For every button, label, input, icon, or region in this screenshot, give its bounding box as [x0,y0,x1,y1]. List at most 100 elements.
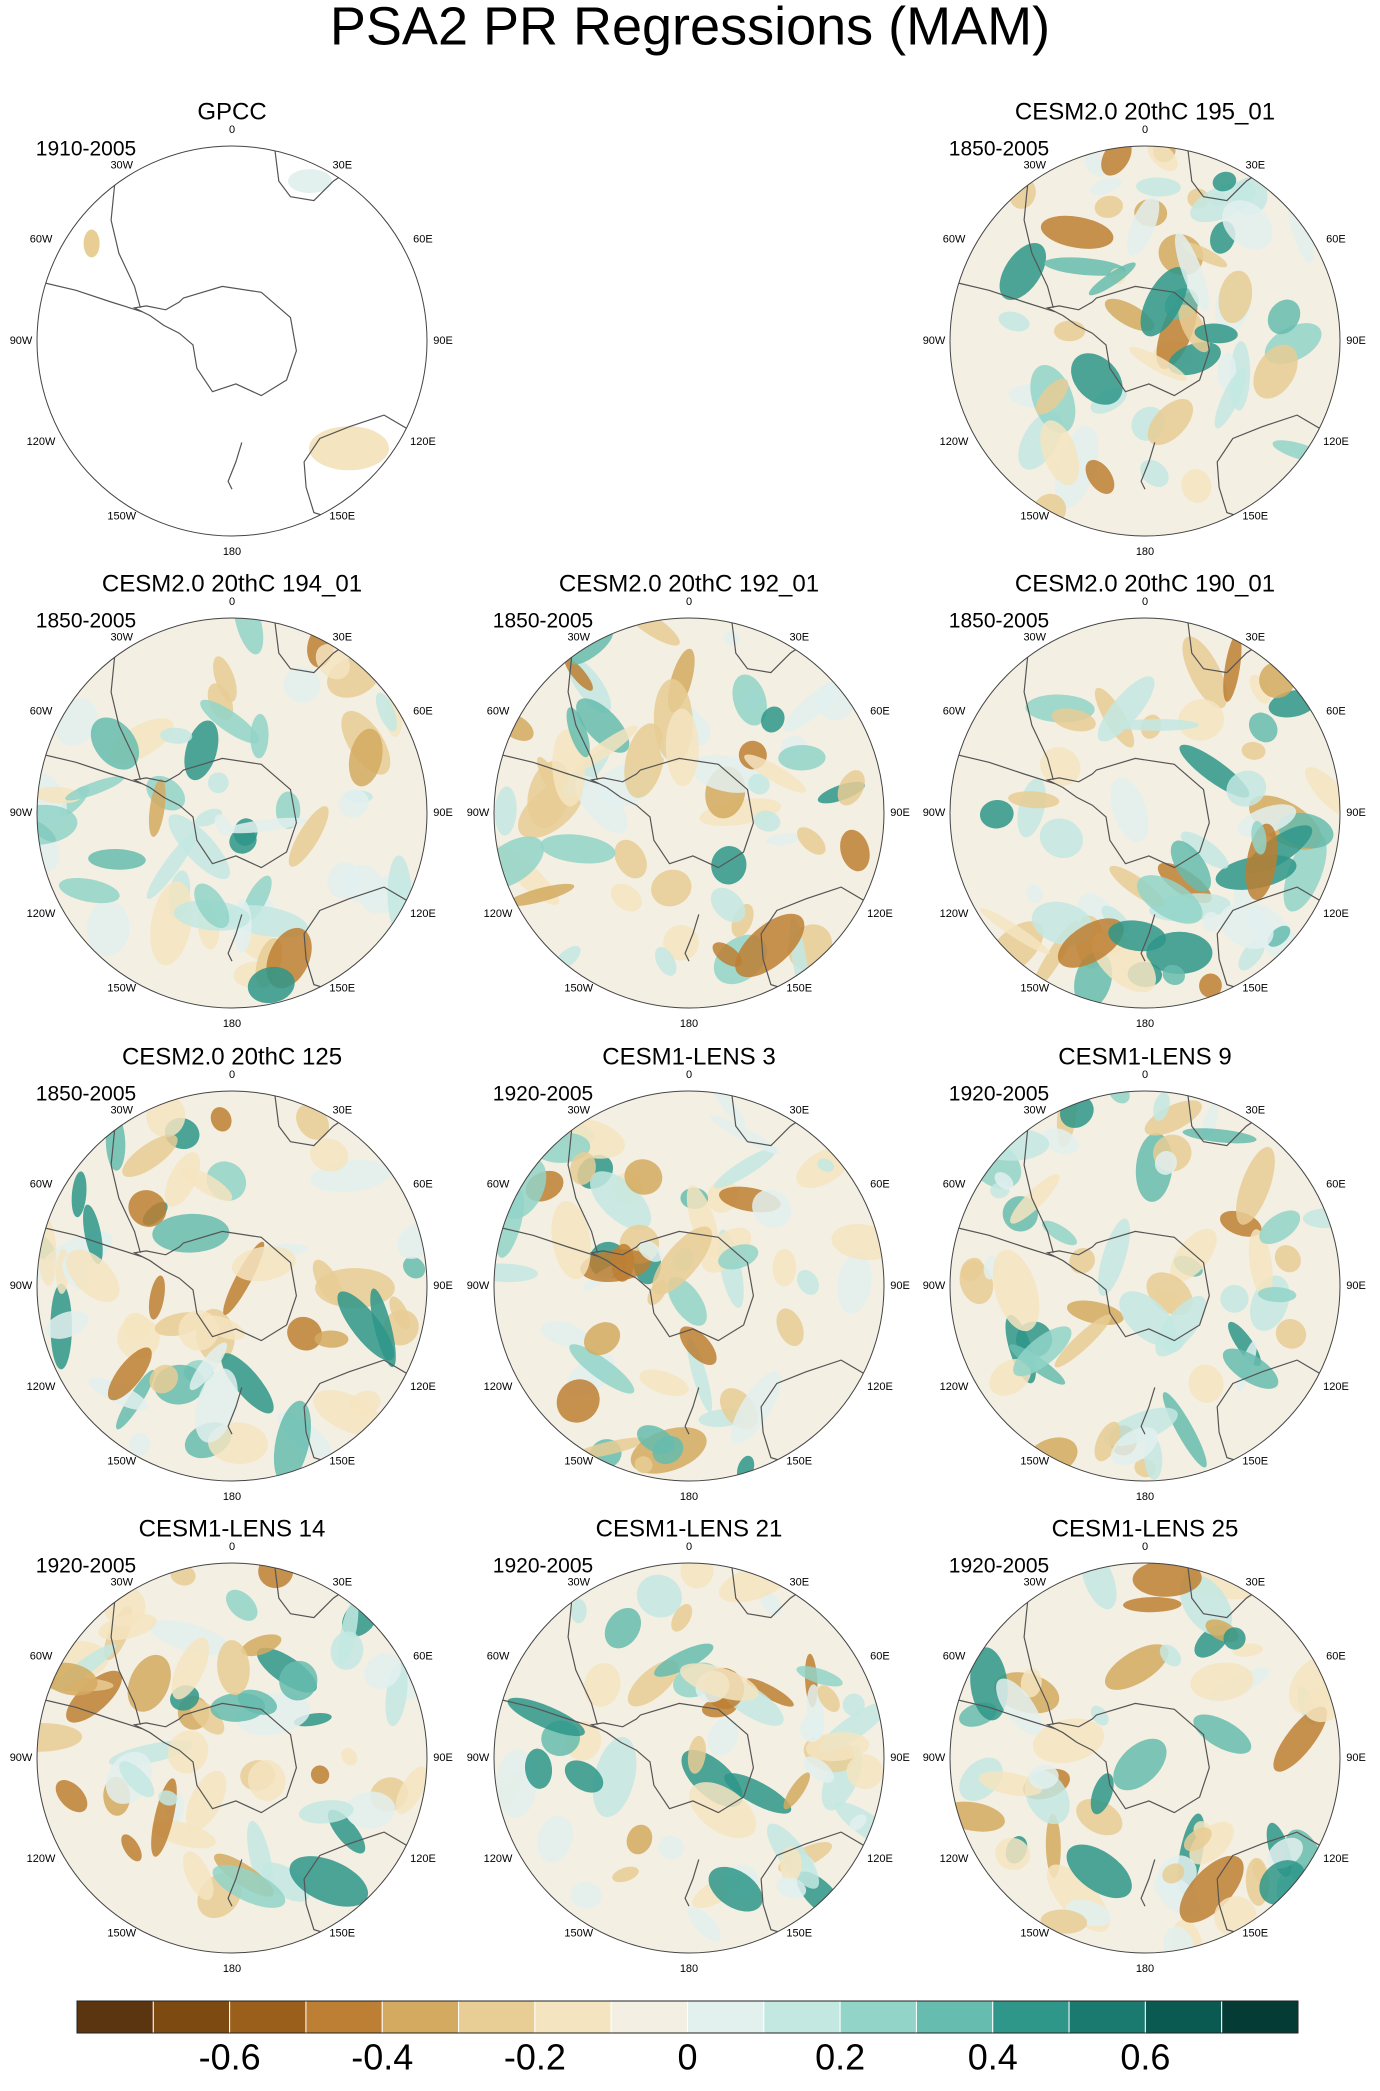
field-blob [796,827,826,855]
field-blob [37,1723,83,1752]
field-blob [1044,257,1126,276]
field-blob [834,1801,884,1851]
lon-label: 120E [867,1853,893,1865]
panel-title: CESM1-LENS 25 [1052,1515,1239,1542]
field-blob [90,717,140,770]
lon-label: 0 [229,1541,235,1553]
field-blob [796,1269,820,1295]
coastline [42,281,143,313]
field-blob [551,1200,591,1280]
field-blob [525,1748,553,1789]
lon-label: 30W [567,632,590,644]
field-blob [241,1634,282,1657]
field-blob [760,1591,782,1616]
lon-label: 150E [329,510,355,522]
field-blob [1180,831,1229,869]
coastline [42,1226,143,1258]
colorbar-tick-label: 0.2 [815,2037,865,2078]
lon-label: 90W [923,335,946,347]
field-blob [149,1620,231,1656]
colorbar-tick-label: 0 [677,2037,697,2078]
map-border [493,617,885,1009]
field-blob [1140,267,1188,337]
field-blob [663,924,699,961]
field-blob [1026,884,1043,904]
lon-label: 30E [789,1577,809,1589]
field-blob [979,799,1014,829]
field-blob [119,1761,155,1798]
lon-label: 30W [110,160,133,172]
field-blob [687,1735,706,1774]
colorbar-tick-label: -0.2 [504,2037,566,2078]
field-blob [182,1851,214,1900]
lon-label: 30W [110,1577,133,1589]
panel-title: GPCC [197,98,266,125]
field-blob [1223,1627,1246,1650]
lon-label: 120E [410,1853,436,1865]
field-blob [213,656,237,702]
lon-label: 120E [1323,436,1349,448]
field-blob [83,229,100,258]
field-blob [403,1256,426,1279]
field-blob [229,827,257,854]
field-blob [803,1756,834,1783]
colorbar-box [687,2000,765,2034]
figure-title: PSA2 PR Regressions (MAM) [330,0,1050,56]
coastline [499,753,600,785]
lon-label: 150E [786,982,812,994]
field-blob [590,1171,652,1230]
lon-label: 30E [332,1105,352,1117]
lon-label: 150W [1020,1927,1049,1939]
field-blob [783,1772,811,1810]
field-blob [556,1379,600,1423]
field-blob [840,829,870,872]
field-blob [148,778,166,837]
coastline [274,1566,346,1619]
colorbar-box [76,2000,154,2034]
lon-label: 30W [1023,1105,1046,1117]
lon-label: 120E [867,1381,893,1393]
coastline [227,1387,243,1435]
colorbar-box [763,2000,841,2034]
lon-label: 150W [1020,1455,1049,1467]
field-blob [342,864,383,903]
field-blob [573,725,638,772]
field-blob [570,1598,587,1624]
field-blob [652,1226,713,1295]
field-blob [370,1288,396,1368]
field-blob [217,1640,250,1696]
coastline [567,653,598,781]
lon-label: 60E [870,706,890,718]
field-blob [341,1747,358,1766]
field-blob [45,1310,89,1339]
field-blob [980,908,1050,955]
field-blob [604,1607,642,1649]
field-blob [494,1263,539,1283]
lon-label: 180 [223,1963,241,1975]
lon-label: 150W [564,982,593,994]
field-blob [1040,747,1081,786]
lon-label: 60E [413,1179,433,1191]
coastline [1187,1566,1259,1619]
field-blob [842,1693,865,1717]
colorbar-box [305,2000,383,2034]
field-blob [149,1364,179,1394]
field-blob [273,1400,311,1481]
field-blob [540,1321,589,1348]
field-blob [654,947,677,976]
lon-label: 120E [410,436,436,448]
field-blob [1153,1092,1170,1121]
lon-label: 90E [433,807,453,819]
lon-label: 120W [27,436,56,448]
field-blob [583,1322,621,1356]
field-blob [165,1152,201,1207]
lon-label: 30W [110,1105,133,1117]
map [494,1091,884,1481]
lon-label: 90W [10,1280,33,1292]
map-border [949,145,1341,537]
map-border [36,1090,428,1482]
colorbar-box [229,2000,307,2034]
field-blob [626,1824,653,1855]
coastline [684,914,700,962]
field-blob [744,754,806,793]
